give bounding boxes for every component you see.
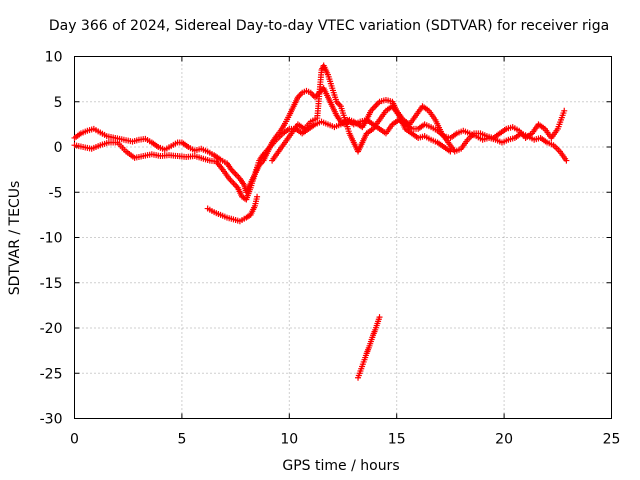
data-point [376,314,383,321]
x-tick-label: 0 [70,432,79,448]
x-tick-label: 25 [603,432,621,448]
data-point [563,157,570,164]
y-axis-ticks: 10 5 0 -5 -10 -15 -20 -25 -30 [40,50,612,428]
series-2 [71,116,570,203]
x-axis-label: GPS time / hours [282,458,399,474]
grid [74,56,612,419]
y-tick-label: -20 [40,321,63,337]
data-point [254,193,261,200]
y-tick-label: 10 [45,50,63,66]
y-tick-label: -15 [40,276,63,292]
data-point [447,148,454,155]
y-axis-label: SDTVAR / TECUs [7,181,23,296]
y-tick-label: -5 [49,185,63,201]
series-3 [269,62,454,164]
data-series [71,62,570,381]
y-tick-label: -10 [40,231,63,247]
x-axis-ticks: 0 5 10 15 20 25 [70,56,621,448]
data-point [561,107,568,114]
y-tick-label: -25 [40,366,63,382]
x-tick-label: 5 [177,432,186,448]
y-tick-label: -30 [40,412,63,428]
x-tick-label: 15 [388,432,406,448]
y-tick-label: 5 [54,95,63,111]
chart-title: Day 366 of 2024, Sidereal Day-to-day VTE… [49,18,609,34]
x-tick-label: 20 [495,432,513,448]
series-4 [204,193,261,225]
series-5 [355,314,383,381]
x-tick-label: 10 [280,432,298,448]
y-tick-label: 0 [54,140,63,156]
